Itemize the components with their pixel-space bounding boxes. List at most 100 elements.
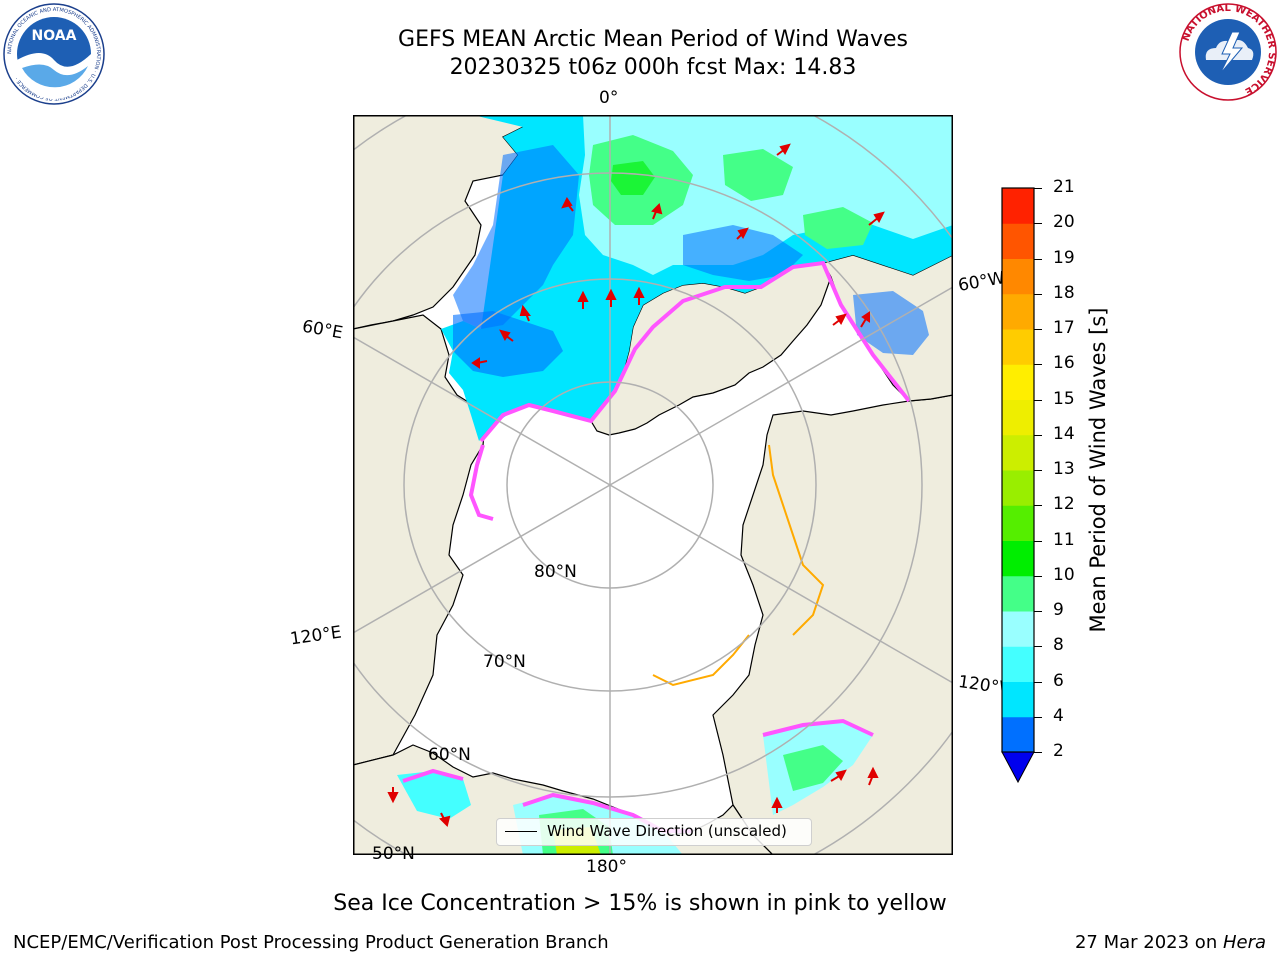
wave-arrow xyxy=(519,304,531,322)
wave-arrow xyxy=(605,288,617,307)
colorbar-tick-mark xyxy=(1034,364,1042,366)
colorbar-tick-label: 16 xyxy=(1053,353,1075,374)
wave-arrow xyxy=(499,329,514,342)
wave-arrow xyxy=(577,290,589,309)
wave-arrow xyxy=(736,227,749,240)
colorbar-tick-label: 14 xyxy=(1053,423,1075,444)
colorbar-tick-mark xyxy=(1034,681,1042,683)
colorbar-tick-label: 18 xyxy=(1053,282,1075,303)
colorbar-tick-label: 20 xyxy=(1053,212,1075,233)
nws-logo: NATIONAL WEATHER SERVICE xyxy=(1179,3,1277,101)
wave-arrow xyxy=(387,787,399,804)
colorbar-tick-label: 12 xyxy=(1053,494,1075,515)
graticule xyxy=(353,115,953,855)
wave-arrow xyxy=(651,203,663,220)
colorbar-tick-label: 4 xyxy=(1053,705,1064,726)
wave-arrow xyxy=(830,769,847,782)
lat-label-80: 80°N xyxy=(534,562,577,582)
footer-credit: NCEP/EMC/Verification Post Processing Pr… xyxy=(13,932,609,953)
colorbar-cells xyxy=(1002,188,1034,753)
colorbar-tick-mark xyxy=(1034,258,1042,260)
wave-arrow xyxy=(771,796,783,813)
sea-ice-note: Sea Ice Concentration > 15% is shown in … xyxy=(333,891,947,916)
wave-arrow xyxy=(832,313,847,326)
colorbar xyxy=(1001,187,1035,784)
colorbar-cell xyxy=(1002,716,1034,753)
lon-label-60w: 60°W xyxy=(956,268,1007,296)
legend-line-swatch xyxy=(505,831,537,832)
colorbar-cell xyxy=(1002,681,1034,718)
colorbar-tick-label: 9 xyxy=(1053,600,1064,620)
colorbar-tick-mark xyxy=(1034,752,1042,753)
wave-arrow xyxy=(868,211,885,226)
lat-label-50: 50°N xyxy=(372,844,415,864)
colorbar-cell xyxy=(1002,505,1034,541)
colorbar-tick-label: 2 xyxy=(1053,741,1064,761)
footer-date-text: 27 Mar 2023 on xyxy=(1074,932,1223,953)
lon-label-60e: 60°E xyxy=(300,316,345,344)
colorbar-cell xyxy=(1002,329,1034,365)
colorbar-tick-mark xyxy=(1034,188,1042,189)
colorbar-tick-label: 8 xyxy=(1053,635,1064,656)
wave-arrow xyxy=(561,197,574,212)
colorbar-cell xyxy=(1002,575,1034,612)
chart-subtitle: 20230325 t06z 000h fcst Max: 14.83 xyxy=(449,55,857,80)
footer-date: 27 Mar 2023 on Hera xyxy=(1075,932,1266,953)
arctic-map xyxy=(353,115,953,855)
colorbar-cell xyxy=(1002,470,1034,506)
lon-label-180: 180° xyxy=(586,857,627,877)
colorbar-tick-mark xyxy=(1034,646,1042,648)
colorbar-tick-mark xyxy=(1034,540,1042,542)
colorbar-tick-mark xyxy=(1034,611,1042,612)
lat-label-70: 70°N xyxy=(483,652,526,672)
colorbar-cell xyxy=(1002,646,1034,682)
lon-label-0: 0° xyxy=(599,88,619,108)
colorbar-cell xyxy=(1002,540,1034,577)
sea-ice-edge-outer xyxy=(652,444,825,687)
colorbar-tick-mark xyxy=(1034,223,1042,225)
footer-host: Hera xyxy=(1222,932,1266,953)
legend-label: Wind Wave Direction (unscaled) xyxy=(547,822,787,840)
colorbar-tick-mark xyxy=(1034,470,1042,471)
wave-arrow xyxy=(633,286,645,305)
colorbar-tick-label: 21 xyxy=(1053,177,1075,197)
wave-arrow xyxy=(867,766,879,786)
noaa-wordmark: NOAA xyxy=(32,28,77,44)
wave-arrow xyxy=(776,143,791,156)
wave-arrow xyxy=(471,357,488,369)
meridian-120w xyxy=(609,484,953,684)
colorbar-tick-label: 10 xyxy=(1053,564,1075,585)
chart-title: GEFS MEAN Arctic Mean Period of Wind Wav… xyxy=(398,27,908,52)
colorbar-cell xyxy=(1002,399,1034,436)
wave-arrow xyxy=(439,812,451,827)
colorbar-tick-mark xyxy=(1034,716,1042,718)
colorbar-tick-mark xyxy=(1034,575,1042,577)
colorbar-cell xyxy=(1002,611,1034,647)
wave-direction-arrows xyxy=(387,143,885,827)
colorbar-tick-mark xyxy=(1034,399,1042,401)
colorbar-tick-label: 15 xyxy=(1053,388,1075,409)
lon-label-120e: 120°E xyxy=(288,622,343,650)
colorbar-cell xyxy=(1002,258,1034,295)
colorbar-tick-mark xyxy=(1034,505,1042,507)
noaa-logo: NATIONAL OCEANIC AND ATMOSPHERIC ADMINIS… xyxy=(3,3,105,105)
colorbar-extend-min xyxy=(1001,751,1035,784)
colorbar-tick-label: 6 xyxy=(1053,670,1064,691)
colorbar-tick-label: 11 xyxy=(1053,529,1075,550)
map-legend: Wind Wave Direction (unscaled) xyxy=(496,818,812,846)
colorbar-label: Mean Period of Wind Waves [s] xyxy=(1086,307,1110,633)
colorbar-tick-label: 17 xyxy=(1053,318,1075,338)
colorbar-tick-label: 13 xyxy=(1053,459,1075,479)
meridian-120e xyxy=(353,484,611,634)
meridian-60e xyxy=(353,336,611,486)
map-frame xyxy=(353,115,953,855)
colorbar-cell xyxy=(1002,293,1034,330)
meridian-60w xyxy=(609,286,953,486)
colorbar-cell xyxy=(1002,223,1034,259)
wave-arrow xyxy=(860,311,870,328)
colorbar-tick-mark xyxy=(1034,434,1042,436)
colorbar-cell xyxy=(1002,364,1034,400)
colorbar-tick-label: 19 xyxy=(1053,247,1075,268)
colorbar-tick-mark xyxy=(1034,329,1042,330)
lat-label-60: 60°N xyxy=(428,745,471,765)
